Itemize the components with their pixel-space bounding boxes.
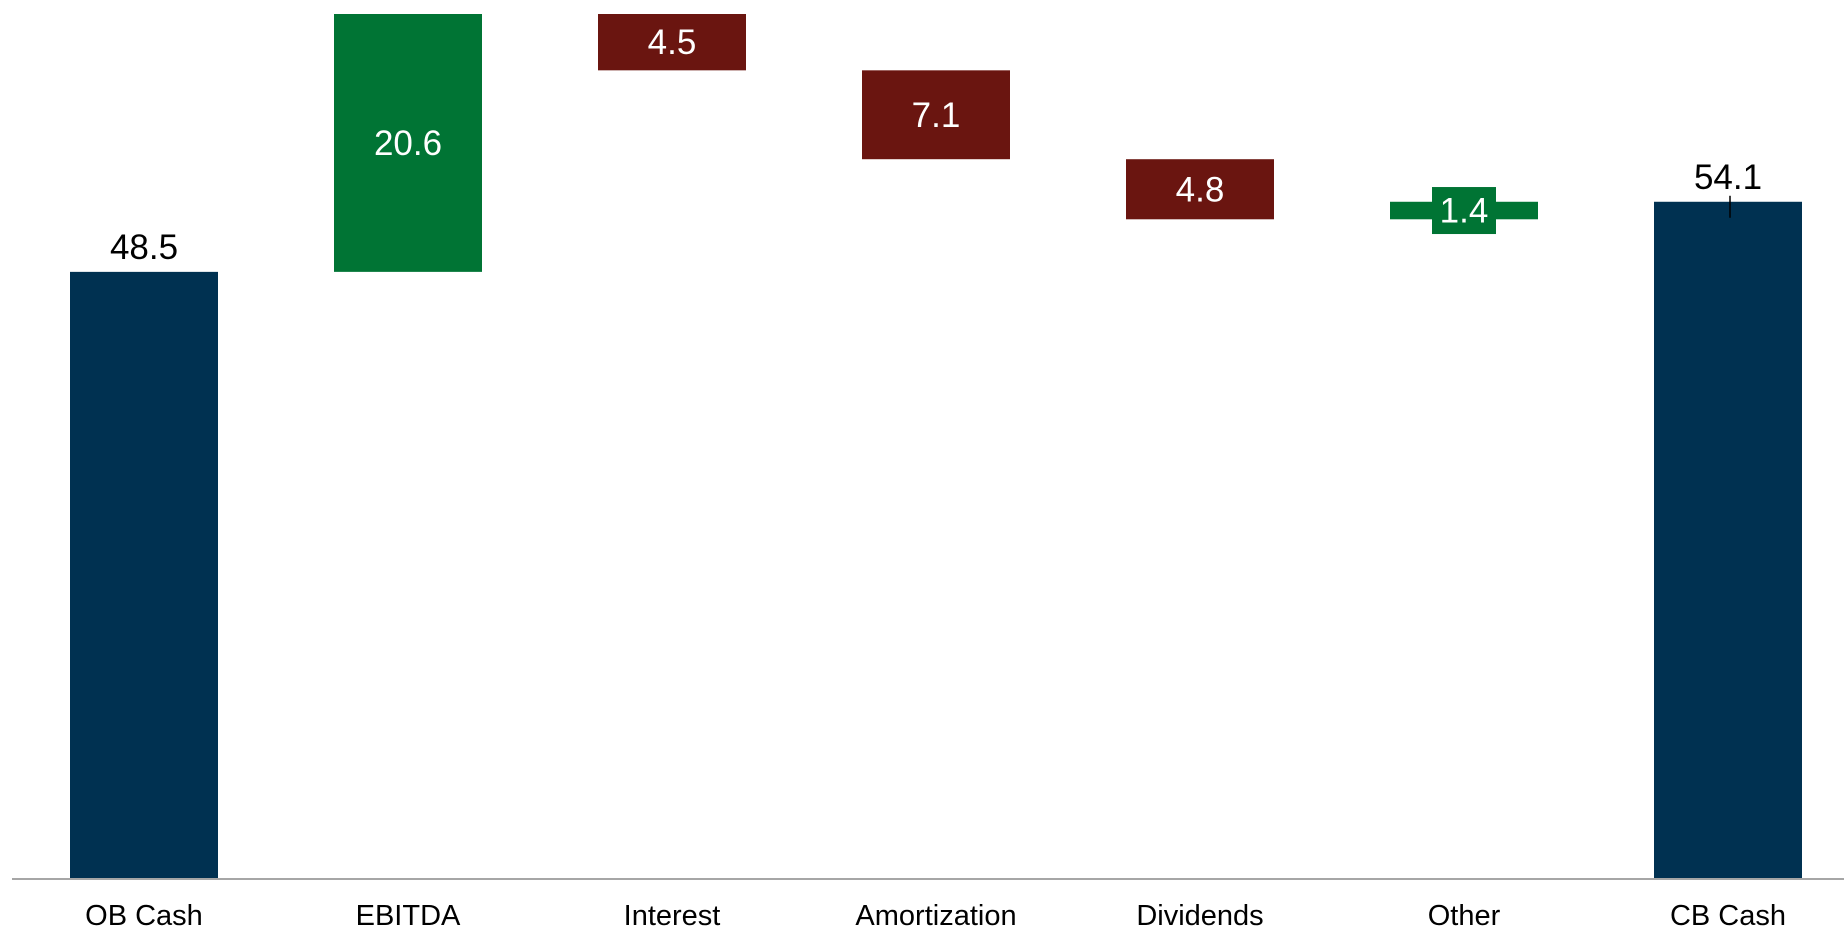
bar-cb-cash (1654, 201, 1802, 879)
data-label-dividends: 4.8 (1176, 170, 1225, 209)
data-label-box-other (1432, 187, 1496, 235)
category-label-interest: Interest (624, 900, 721, 930)
bar-interest (598, 14, 746, 71)
data-label-cb-cash: 54.1 (1694, 158, 1762, 197)
data-label-ob-cash: 48.5 (110, 228, 178, 267)
category-label-cb-cash: CB Cash (1670, 900, 1786, 930)
data-label-interest: 4.5 (648, 23, 697, 62)
bar-amortization (862, 70, 1010, 160)
category-label-ob-cash: OB Cash (85, 900, 203, 930)
data-label-other: 1.4 (1440, 192, 1489, 231)
bar-dividends (1126, 159, 1274, 220)
category-label-other: Other (1428, 900, 1501, 930)
category-label-amortization: Amortization (855, 900, 1016, 930)
category-label-dividends: Dividends (1136, 900, 1263, 930)
data-label-ebitda: 20.6 (374, 124, 442, 163)
bar-layer (70, 14, 1802, 879)
bar-ebitda (334, 14, 482, 272)
data-label-amortization: 7.1 (912, 96, 961, 135)
category-axis: OB Cash EBITDA Interest Amortization Dividen… (85, 900, 1786, 930)
bar-ob-cash (70, 271, 218, 879)
category-label-ebitda: EBITDA (356, 900, 461, 930)
label-layer: 48.5 20.6 4.5 7.1 4.8 1.4 54.1 (110, 23, 1762, 267)
